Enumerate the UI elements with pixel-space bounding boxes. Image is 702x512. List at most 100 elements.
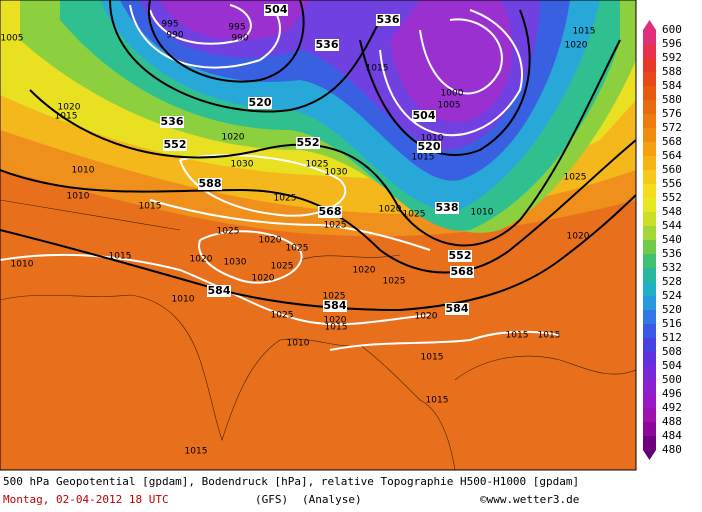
- colorbar-swatch: [643, 240, 656, 255]
- colorbar-label: 508: [662, 345, 682, 358]
- colorbar-swatch: [643, 184, 656, 199]
- colorbar-label: 480: [662, 443, 682, 456]
- geopotential-label: 584: [324, 299, 347, 312]
- pressure-label: 1010: [72, 166, 95, 176]
- colorbar-label: 596: [662, 37, 682, 50]
- field-band: [160, 0, 513, 122]
- colorbar-label: 512: [662, 331, 682, 344]
- footer-description: 500 hPa Geopotential [gpdam], Bodendruck…: [3, 475, 579, 488]
- colorbar-label: 528: [662, 275, 682, 288]
- geopotential-label-bg: [207, 285, 231, 297]
- pressure-label: 1020: [565, 41, 588, 51]
- isobars: [0, 4, 561, 351]
- pressure-label: 1015: [55, 112, 78, 122]
- geopotential-label: 538: [436, 201, 459, 214]
- pressure-label: 1015: [506, 331, 529, 341]
- pressure-label: 1025: [403, 210, 426, 220]
- colorbar-swatch: [643, 296, 656, 311]
- map-frame: [0, 0, 637, 471]
- geopotential-label: 504: [265, 3, 288, 16]
- geopotential-label-bg: [417, 141, 441, 153]
- pressure-label: 1015: [426, 396, 449, 406]
- pressure-label: 1005: [1, 34, 24, 44]
- colorbar-label: 520: [662, 303, 682, 316]
- colorbar-swatch: [643, 380, 656, 395]
- colorbar-swatch: [643, 310, 656, 325]
- pressure-label: 1025: [274, 194, 297, 204]
- pressure-label: 1000: [441, 89, 464, 99]
- colorbar-label: 572: [662, 121, 682, 134]
- footer-date: Montag, 02-04-2012 18 UTC: [3, 493, 169, 506]
- pressure-label: 1020: [190, 255, 213, 265]
- colorbar-label: 500: [662, 373, 682, 386]
- colorbar-label: 588: [662, 65, 682, 78]
- pressure-label: 1015: [573, 27, 596, 37]
- geopotential-label-bg: [376, 14, 400, 26]
- pressure-label: 1015: [412, 153, 435, 163]
- pressure-label: 1020: [415, 312, 438, 322]
- geopotential-label: 584: [208, 284, 231, 297]
- colorbar-label: 592: [662, 51, 682, 64]
- geopotential-label: 536: [161, 115, 184, 128]
- colorbar-label: 556: [662, 177, 682, 190]
- colorbar-swatch: [643, 128, 656, 143]
- pressure-label: 1030: [224, 258, 247, 268]
- colorbar-swatch: [643, 170, 656, 185]
- geopotential-label: 552: [297, 136, 320, 149]
- colorbar-label: 492: [662, 401, 682, 414]
- pressure-label: 1020: [58, 103, 81, 113]
- colorbar-label: 544: [662, 219, 682, 232]
- colorbar-swatch: [643, 352, 656, 367]
- colorbar-label: 488: [662, 415, 682, 428]
- colorbar-swatch: [643, 72, 656, 87]
- pressure-label: 1025: [323, 292, 346, 302]
- geopotential-label-bg: [318, 206, 342, 218]
- pressure-label: 1015: [139, 202, 162, 212]
- colorbar-label: 496: [662, 387, 682, 400]
- colorbar-swatch: [643, 58, 656, 73]
- geopotential-label-bg: [450, 266, 474, 278]
- colorbar-arrow-bottom: [643, 450, 656, 460]
- colorbar-label: 540: [662, 233, 682, 246]
- colorbar-swatch: [643, 212, 656, 227]
- pressure-label: 1010: [67, 192, 90, 202]
- geopotential-label-bg: [248, 97, 272, 109]
- geopotential-label: 552: [164, 138, 187, 151]
- colorbar-label: 504: [662, 359, 682, 372]
- colorbar-swatch: [643, 282, 656, 297]
- geopotential-label-bg: [315, 39, 339, 51]
- footer-model: (GFS): [255, 493, 288, 506]
- geopotential-label: 536: [316, 38, 339, 51]
- geopotential-label: 520: [249, 96, 272, 109]
- colorbar-swatch: [643, 226, 656, 241]
- colorbar-label: 524: [662, 289, 682, 302]
- geopotential-label-bg: [198, 178, 222, 190]
- colorbar-swatch: [643, 408, 656, 423]
- geopotential-label-bg: [160, 116, 184, 128]
- geopotential-label-bg: [264, 4, 288, 16]
- pressure-label: 1015: [538, 331, 561, 341]
- colorbar-label: 580: [662, 93, 682, 106]
- pressure-label: 990: [231, 34, 248, 44]
- geopotential-label: 552: [449, 249, 472, 262]
- pressure-label: 1025: [286, 244, 309, 254]
- geopotential-label: 568: [319, 205, 342, 218]
- colorbar-label: 536: [662, 247, 682, 260]
- pressure-label: 995: [228, 23, 245, 33]
- colorbar-swatch: [643, 198, 656, 213]
- colorbar-swatch: [643, 338, 656, 353]
- pressure-label: 1015: [366, 64, 389, 74]
- pressure-label: 1010: [471, 208, 494, 218]
- coastlines: [0, 199, 636, 470]
- colorbar-label: 568: [662, 135, 682, 148]
- colorbar-label: 560: [662, 163, 682, 176]
- colorbar-swatch: [643, 100, 656, 115]
- pressure-label: 1020: [252, 274, 275, 284]
- pressure-label: 995: [161, 20, 178, 30]
- footer-copyright: ©www.wetter3.de: [480, 493, 579, 506]
- pressure-label: 1030: [325, 168, 348, 178]
- colorbar-label: 564: [662, 149, 682, 162]
- colorbar-swatch: [643, 254, 656, 269]
